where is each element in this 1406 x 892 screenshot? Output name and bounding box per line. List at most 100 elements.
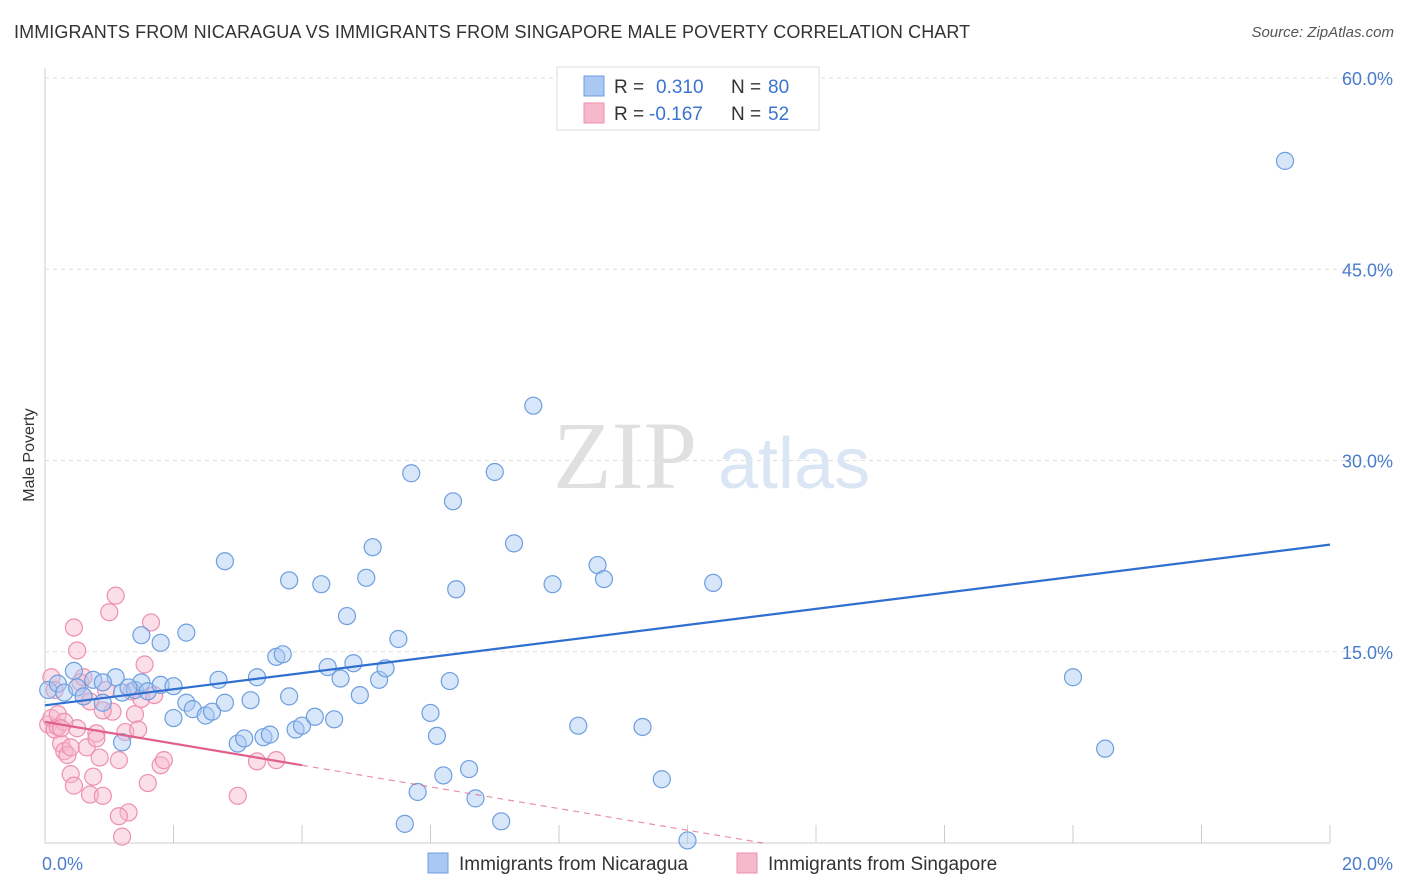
singapore-trend-extension bbox=[301, 764, 764, 844]
nicaragua-point bbox=[64, 661, 84, 680]
legend-r-value-1: 0.310 bbox=[656, 77, 704, 98]
singapore-point bbox=[109, 807, 128, 826]
y-axis-title: Male Poverty bbox=[21, 408, 38, 501]
series-legend: Immigrants from Nicaragua Immigrants fro… bbox=[427, 852, 997, 875]
nicaragua-point bbox=[260, 725, 279, 744]
legend-swatch-blue bbox=[583, 75, 605, 97]
x-tick-label: 0.0% bbox=[42, 854, 83, 874]
nicaragua-point bbox=[235, 729, 254, 748]
nicaragua-point bbox=[459, 759, 479, 779]
nicaragua-point bbox=[704, 573, 723, 593]
nicaragua-point bbox=[164, 677, 183, 696]
singapore-point bbox=[135, 655, 154, 674]
nicaragua-point bbox=[331, 669, 350, 688]
singapore-point bbox=[93, 701, 112, 720]
legend-n-value-1: 80 bbox=[768, 77, 789, 98]
nicaragua-point bbox=[164, 708, 183, 728]
singapore-point bbox=[228, 786, 247, 805]
nicaragua-point bbox=[312, 575, 331, 594]
legend-n-label-2: N = bbox=[731, 104, 761, 125]
singapore-point bbox=[100, 603, 119, 622]
nicaragua-point bbox=[215, 552, 234, 571]
singapore-point bbox=[109, 751, 128, 770]
singapore-point bbox=[125, 705, 145, 724]
nicaragua-point bbox=[177, 623, 196, 642]
series-legend-swatch-nicaragua bbox=[427, 852, 449, 874]
nicaragua-point bbox=[93, 673, 112, 692]
series-legend-swatch-singapore bbox=[736, 852, 758, 874]
nicaragua-point bbox=[434, 766, 453, 785]
nicaragua-point bbox=[421, 703, 440, 723]
nicaragua-point bbox=[504, 534, 524, 553]
nicaragua-point bbox=[1096, 739, 1115, 758]
singapore-point bbox=[61, 738, 80, 757]
singapore-point bbox=[93, 786, 112, 805]
axes-layer: 15.0% 30.0% 45.0% 60.0% 0.0% 20.0% bbox=[42, 68, 1393, 874]
nicaragua-point bbox=[337, 606, 357, 626]
nicaragua-point bbox=[1275, 151, 1295, 170]
y-tick-label: 30.0% bbox=[1342, 452, 1393, 472]
nicaragua-point bbox=[68, 678, 87, 697]
legend-r-label-2: R = bbox=[614, 104, 644, 125]
nicaragua-point bbox=[594, 569, 614, 589]
singapore-point bbox=[112, 827, 132, 846]
nicaragua-point bbox=[215, 693, 234, 712]
watermark-zip: ZIP bbox=[553, 402, 697, 509]
nicaragua-point bbox=[447, 580, 466, 599]
singapore-point bbox=[61, 765, 80, 784]
nicaragua-trend-line bbox=[44, 543, 1331, 707]
singapore-point bbox=[106, 586, 125, 605]
nicaragua-point bbox=[280, 571, 299, 590]
singapore-point bbox=[51, 719, 71, 738]
nicaragua-point bbox=[241, 691, 260, 710]
nicaragua-point bbox=[280, 687, 299, 706]
grid-layer bbox=[45, 77, 1390, 653]
nicaragua-point bbox=[440, 671, 459, 691]
nicaragua-point bbox=[209, 670, 228, 689]
nicaragua-point bbox=[363, 538, 382, 557]
legend-r-value-2: -0.167 bbox=[649, 104, 703, 125]
nicaragua-point bbox=[292, 716, 312, 735]
nicaragua-point bbox=[151, 633, 170, 652]
nicaragua-point bbox=[678, 831, 697, 850]
nicaragua-point bbox=[357, 568, 376, 587]
singapore-points bbox=[39, 586, 286, 846]
legend-n-label-1: N = bbox=[731, 77, 761, 98]
singapore-point bbox=[141, 613, 161, 632]
singapore-point bbox=[151, 756, 170, 775]
nicaragua-point bbox=[524, 396, 543, 415]
nicaragua-point bbox=[151, 675, 170, 695]
nicaragua-point bbox=[402, 464, 421, 483]
singapore-trend-line bbox=[44, 720, 303, 767]
nicaragua-point bbox=[466, 789, 485, 808]
nicaragua-point bbox=[325, 710, 344, 729]
series-legend-label-singapore: Immigrants from Singapore bbox=[768, 854, 997, 875]
singapore-point bbox=[154, 751, 173, 770]
singapore-point bbox=[84, 767, 103, 786]
nicaragua-point bbox=[395, 814, 414, 833]
watermark-atlas: atlas bbox=[718, 424, 870, 504]
nicaragua-point bbox=[370, 670, 389, 689]
y-tick-label: 60.0% bbox=[1342, 69, 1393, 89]
nicaragua-points bbox=[39, 151, 1295, 850]
nicaragua-point bbox=[408, 782, 427, 802]
nicaragua-point bbox=[633, 717, 652, 737]
watermark: ZIP atlas bbox=[553, 402, 870, 509]
singapore-point bbox=[247, 752, 267, 771]
trend-lines bbox=[44, 543, 1331, 844]
nicaragua-point bbox=[132, 626, 151, 645]
nicaragua-point bbox=[443, 492, 463, 511]
nicaragua-point bbox=[273, 645, 292, 664]
singapore-point bbox=[138, 773, 157, 793]
stats-legend: R = 0.310 N = 80 R = -0.167 N = 52 bbox=[556, 66, 820, 131]
y-tick-label: 15.0% bbox=[1342, 643, 1393, 663]
singapore-point bbox=[68, 641, 87, 660]
nicaragua-point bbox=[652, 770, 671, 789]
nicaragua-point bbox=[48, 674, 67, 693]
singapore-point bbox=[90, 748, 109, 767]
nicaragua-point bbox=[389, 629, 408, 649]
singapore-point bbox=[64, 618, 84, 637]
singapore-point bbox=[119, 803, 138, 822]
nicaragua-point bbox=[344, 654, 363, 673]
nicaragua-point bbox=[543, 575, 562, 594]
